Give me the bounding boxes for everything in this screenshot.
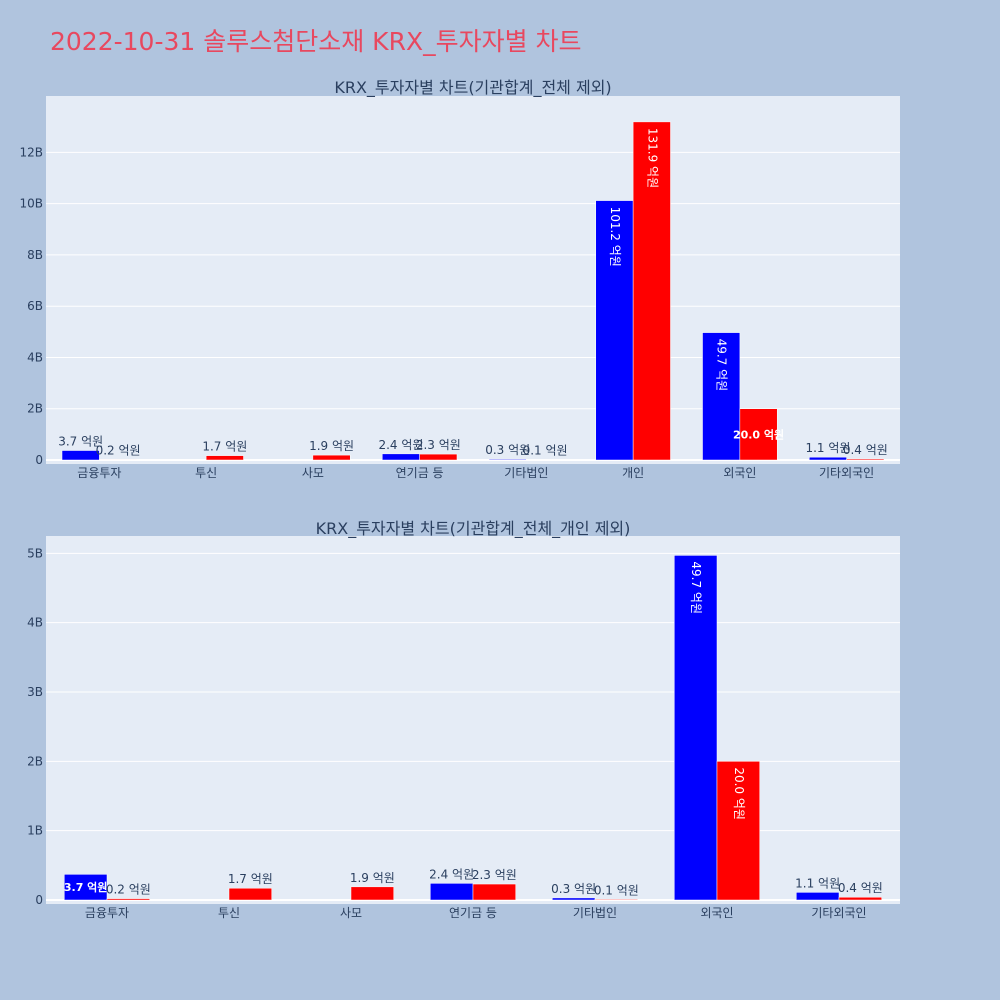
y-tick-label: 8B: [27, 248, 43, 262]
data-label: 0.2 억원: [106, 883, 151, 897]
bar: [99, 459, 137, 461]
y-tick-label: 10B: [19, 197, 43, 211]
bar: [838, 896, 882, 901]
data-label: 0.4 억원: [843, 443, 888, 457]
x-tick-label: 사모: [302, 466, 324, 480]
bar: [739, 408, 778, 461]
page-title: 2022-10-31 솔루스첨단소재 KRX_투자자별 차트: [50, 27, 582, 56]
y-tick-label: 0: [35, 453, 43, 467]
data-label: 1.7 억원: [228, 872, 273, 886]
data-label: 1.1 억원: [805, 441, 850, 455]
x-tick-label: 사모: [340, 906, 362, 920]
data-label: 1.9 억원: [350, 871, 395, 885]
data-label: 49.7 억원: [715, 339, 729, 392]
data-label: 1.7 억원: [202, 440, 247, 454]
data-label: 0.1 억원: [523, 444, 568, 458]
bar: [488, 458, 527, 461]
data-label: 2.3 억원: [416, 438, 461, 452]
y-tick-label: 4B: [27, 616, 43, 630]
data-label: 20.0 억원: [733, 427, 784, 441]
bar: [382, 453, 420, 461]
bar: [796, 892, 840, 901]
bar: [632, 121, 671, 461]
bar: [228, 887, 272, 901]
data-label: 0.3 억원: [485, 443, 530, 457]
x-tick-label: 금융투자: [77, 466, 121, 480]
x-tick-label: 투신: [218, 906, 240, 920]
data-label: 3.7 억원: [64, 880, 108, 894]
data-label: 1.9 억원: [309, 439, 354, 453]
bar: [552, 897, 596, 901]
x-tick-label: 기타법인: [504, 466, 548, 480]
x-tick-label: 기타법인: [573, 906, 617, 920]
bar: [594, 899, 638, 901]
y-tick-label: 6B: [27, 299, 43, 313]
data-label: 0.3 억원: [551, 882, 596, 896]
data-label: 0.1 억원: [594, 883, 639, 897]
y-tick-label: 1B: [27, 824, 43, 838]
data-label: 2.3 억원: [472, 868, 517, 882]
plot-area: [46, 96, 900, 464]
bar: [64, 874, 108, 901]
data-label: 49.7 억원: [689, 561, 703, 614]
data-label: 131.9 억원: [645, 128, 659, 188]
y-tick-label: 3B: [27, 685, 43, 699]
bar: [205, 455, 244, 461]
data-label: 2.4 억원: [429, 867, 474, 881]
bar: [674, 555, 718, 901]
bar: [61, 450, 100, 461]
data-label: 101.2 억원: [608, 207, 622, 267]
y-tick-label: 4B: [27, 350, 43, 364]
bar: [350, 886, 394, 901]
data-label: 3.7 억원: [58, 435, 103, 449]
x-tick-label: 외국인: [700, 906, 733, 920]
data-label: 20.0 억원: [732, 767, 746, 820]
y-tick-label: 12B: [19, 145, 43, 159]
chart-2: 0 1B 2B 3B 4B 5B KRX_투자자별 차트(기관합계_전체_개인 제외) 금융투…: [27, 519, 900, 920]
y-tick-label: 2B: [27, 402, 43, 416]
chart-title: KRX_투자자별 차트(기관합계_전체 제외): [334, 78, 611, 98]
chart-1: 0 2B 4B 6B 8B 10B 12B KRX_투자자별 차트(기관합계_전체 제외) 금융…: [19, 78, 900, 480]
y-tick-label: 2B: [27, 754, 43, 768]
bar: [595, 200, 634, 461]
x-tick-label: 투신: [195, 466, 217, 480]
data-label: 1.1 억원: [795, 876, 840, 890]
data-label: 2.4 억원: [378, 438, 423, 452]
chart-title: KRX_투자자별 차트(기관합계_전체_개인 제외): [316, 519, 631, 539]
bar: [419, 453, 458, 461]
bar: [716, 761, 760, 901]
x-tick-label: 기타외국인: [819, 466, 874, 480]
bar: [312, 454, 351, 461]
bar: [106, 898, 150, 901]
x-tick-label: 연기금 등: [396, 466, 444, 480]
bar: [809, 456, 847, 461]
x-tick-label: 기타외국인: [811, 906, 866, 920]
bar: [846, 458, 885, 461]
x-tick-label: 금융투자: [85, 906, 129, 920]
bar: [702, 332, 741, 461]
plot-area: [46, 536, 900, 904]
x-tick-label: 외국인: [723, 466, 756, 480]
bar: [430, 883, 474, 901]
x-tick-label: 개인: [622, 466, 644, 480]
y-tick-label: 5B: [27, 546, 43, 560]
x-tick-label: 연기금 등: [449, 906, 497, 920]
data-label: 0.4 억원: [838, 881, 883, 895]
bar: [472, 883, 516, 901]
y-tick-label: 0: [35, 893, 43, 907]
data-label: 0.2 억원: [96, 443, 141, 457]
